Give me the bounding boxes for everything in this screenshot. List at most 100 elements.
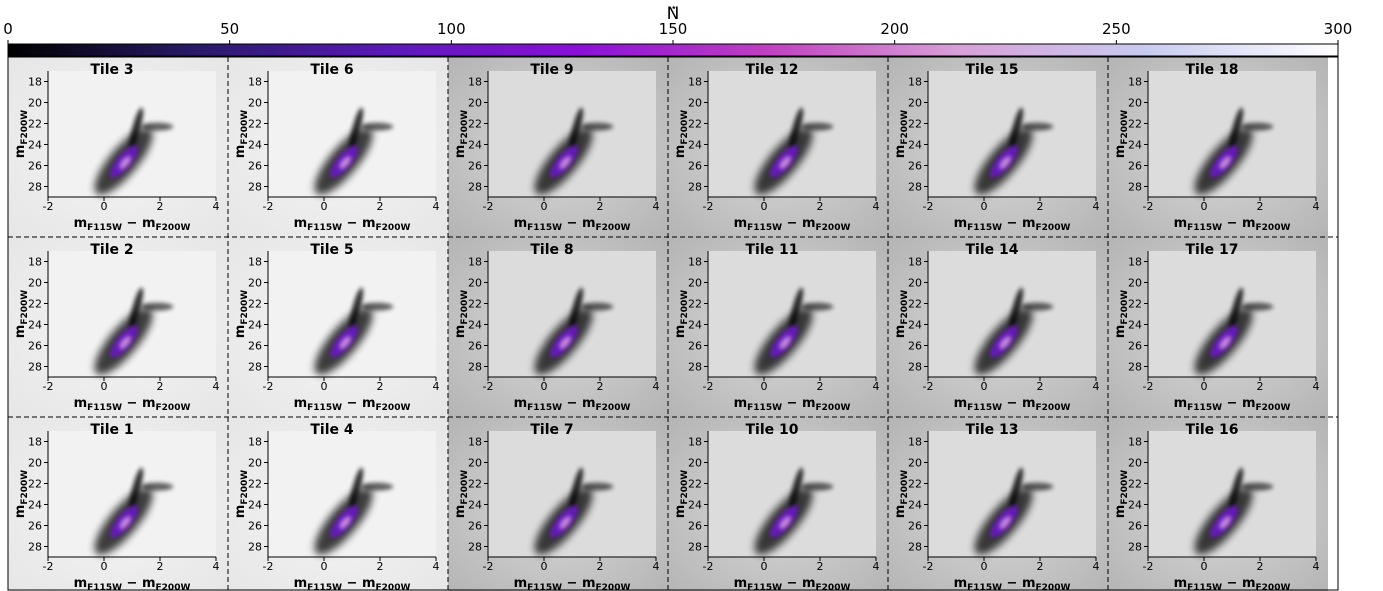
density-streak (1009, 467, 1024, 511)
y-tick-label: 18 (248, 256, 262, 269)
y-tick-label: 18 (28, 436, 42, 449)
y-axis-label-main: m (233, 505, 248, 519)
x-axis-label-sub: F115W (747, 583, 782, 591)
density-streak (1009, 287, 1024, 331)
x-axis-label-part: − m (1222, 576, 1256, 591)
y-tick-label: 24 (908, 319, 922, 332)
x-axis-label: mF115W − mF200W (734, 216, 851, 233)
x-axis-label-part: − m (1002, 216, 1036, 231)
y-tick-label: 22 (28, 298, 42, 311)
x-tick-label: 2 (1037, 200, 1044, 213)
density-streak (349, 467, 364, 511)
colorbar-label-main: N (667, 4, 680, 24)
x-axis-label-sub: F200W (376, 403, 411, 413)
x-axis-label-part: m (734, 216, 748, 231)
x-tick-label: 2 (817, 560, 824, 573)
x-axis-label-part: m (514, 396, 528, 411)
y-tick-label: 26 (688, 160, 702, 173)
x-tick-label: 4 (1093, 200, 1100, 213)
y-tick-label: 22 (468, 118, 482, 131)
density-streak (129, 287, 144, 331)
y-tick-label: 24 (688, 499, 702, 512)
y-tick-label: 28 (688, 181, 702, 194)
y-axis-label-main: m (453, 325, 468, 339)
x-tick-label: 0 (981, 560, 988, 573)
x-axis-label-part: m (1174, 216, 1188, 231)
y-axis-label-sub: F200W (20, 290, 30, 325)
colorbar-tick-label: 100 (437, 20, 466, 38)
panel-title: Tile 16 (1186, 422, 1239, 438)
x-tick-label: 0 (1201, 200, 1208, 213)
x-axis-label-sub: F200W (156, 223, 191, 233)
y-axis-label-sub: F200W (20, 110, 30, 145)
y-tick-label: 24 (468, 319, 482, 332)
y-axis-label-sub: F200W (1120, 110, 1130, 145)
y-tick-label: 24 (248, 499, 262, 512)
x-tick-label: 2 (1037, 560, 1044, 573)
y-tick-label: 28 (908, 181, 922, 194)
x-tick-label: 0 (761, 200, 768, 213)
x-tick-label: 0 (981, 380, 988, 393)
x-tick-label: 4 (213, 380, 220, 393)
y-axis-label-sub: F200W (460, 470, 470, 505)
y-tick-label: 24 (1128, 139, 1142, 152)
x-axis-label: mF115W − mF200W (514, 396, 631, 413)
y-tick-label: 20 (908, 277, 922, 290)
x-axis-label: mF115W − mF200W (1174, 216, 1291, 233)
x-tick-label: 2 (1257, 560, 1264, 573)
x-tick-label: 0 (321, 380, 328, 393)
x-tick-label: -2 (1143, 200, 1154, 213)
y-tick-label: 18 (908, 256, 922, 269)
y-tick-label: 26 (28, 520, 42, 533)
x-tick-label: 4 (433, 200, 440, 213)
colorbar-tick-label: 200 (880, 20, 909, 38)
x-axis-label-part: m (514, 576, 528, 591)
y-tick-label: 20 (28, 97, 42, 110)
density-branch (801, 482, 834, 491)
x-axis-label-part: − m (562, 216, 596, 231)
colorbar-tick-label: 150 (659, 20, 688, 38)
x-axis-label: mF115W − mF200W (294, 576, 411, 591)
density-streak (1009, 107, 1024, 151)
density-branch (361, 122, 394, 131)
x-axis-label-part: − m (562, 576, 596, 591)
y-tick-label: 26 (1128, 160, 1142, 173)
y-tick-label: 20 (28, 277, 42, 290)
x-tick-label: 4 (653, 380, 660, 393)
density-streak (349, 287, 364, 331)
x-axis-label: mF115W − mF200W (514, 216, 631, 233)
y-tick-label: 20 (1128, 97, 1142, 110)
y-axis-label: mF200W (13, 290, 30, 338)
y-axis-label: mF200W (1113, 290, 1130, 338)
density-branch (1021, 122, 1054, 131)
y-tick-label: 18 (688, 76, 702, 89)
x-axis-label: mF115W − mF200W (74, 576, 191, 591)
y-tick-label: 26 (248, 520, 262, 533)
y-axis-label-main: m (893, 325, 908, 339)
y-tick-label: 26 (248, 160, 262, 173)
y-tick-label: 20 (1128, 457, 1142, 470)
density-peak (559, 516, 571, 530)
x-axis-label-sub: F200W (376, 223, 411, 233)
density-branch (1241, 482, 1274, 491)
y-axis-label-main: m (1113, 325, 1128, 339)
y-axis-label-sub: F200W (460, 110, 470, 145)
x-axis-label-sub: F200W (816, 403, 851, 413)
y-tick-label: 24 (28, 139, 42, 152)
x-axis-label-part: − m (1222, 396, 1256, 411)
y-axis-label-sub: F200W (680, 110, 690, 145)
x-axis-label-sub: F200W (1256, 403, 1291, 413)
x-axis-label-sub: F200W (1036, 583, 1071, 591)
x-axis-label: mF115W − mF200W (1174, 576, 1291, 591)
x-tick-label: 2 (157, 560, 164, 573)
x-tick-label: 2 (817, 200, 824, 213)
colorbar-tick-label: 300 (1324, 20, 1353, 38)
x-axis-label-part: m (74, 576, 88, 591)
x-tick-label: 0 (321, 200, 328, 213)
x-tick-label: 4 (213, 560, 220, 573)
x-tick-label: -2 (263, 560, 274, 573)
